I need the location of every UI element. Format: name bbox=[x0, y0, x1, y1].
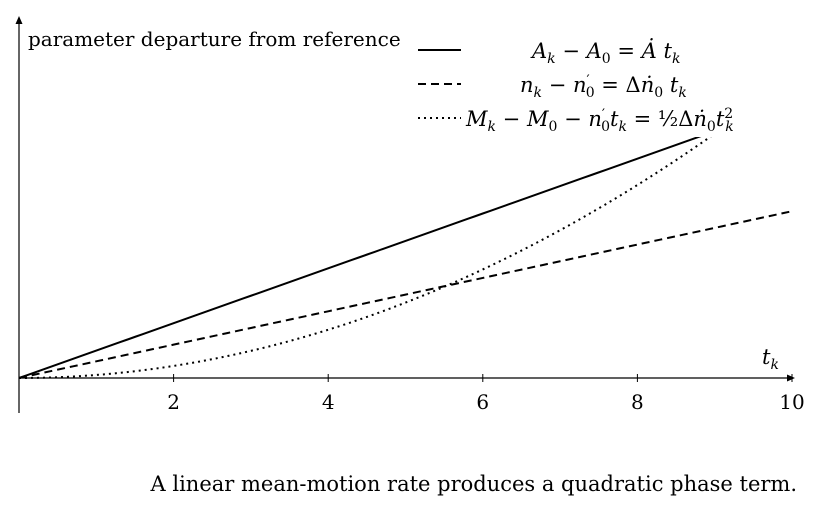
series-line-solid bbox=[18, 102, 793, 379]
x-axis-label: tk bbox=[762, 345, 779, 373]
legend-label-0: Ak − A0 = Ȧ tk bbox=[530, 39, 680, 67]
svg-text:nk − n′0 = Δṅ0 tk: nk − n′ 0 = Δṅ0 tk bbox=[520, 73, 687, 101]
x-tick-label: 4 bbox=[322, 390, 335, 414]
x-tick-label: 8 bbox=[631, 390, 644, 414]
legend-label-1: nk − n′ 0 = Δṅ0 tk bbox=[520, 73, 687, 101]
series-line-dotted bbox=[18, 75, 793, 379]
legend-background bbox=[409, 24, 801, 137]
figure-caption: A linear mean-motion rate produces a qua… bbox=[150, 472, 797, 496]
x-ticks: 2 4 6 8 10 bbox=[167, 374, 805, 414]
svg-text:Ak − A0 = Ȧ tk: Ak − A0 = Ȧ tk bbox=[530, 39, 680, 67]
x-tick-label: 2 bbox=[167, 390, 180, 414]
x-axis-arrow bbox=[787, 374, 795, 382]
series-group bbox=[18, 75, 793, 379]
x-tick-label: 6 bbox=[476, 390, 489, 414]
x-tick-label: 10 bbox=[779, 390, 804, 414]
svg-text:tk: tk bbox=[762, 345, 779, 373]
y-axis-label: parameter departure from reference bbox=[28, 27, 401, 51]
y-axis-arrow bbox=[15, 16, 23, 24]
legend-label-2: Mk − M0 − n′ 0tk = ½Δṅ0t2 k bbox=[465, 106, 734, 135]
legend: Ak − A0 = Ȧ tk nk − n′ 0 = Δṅ0 tk Mk − M0… bbox=[409, 24, 801, 137]
series-line-dashed bbox=[18, 210, 793, 379]
